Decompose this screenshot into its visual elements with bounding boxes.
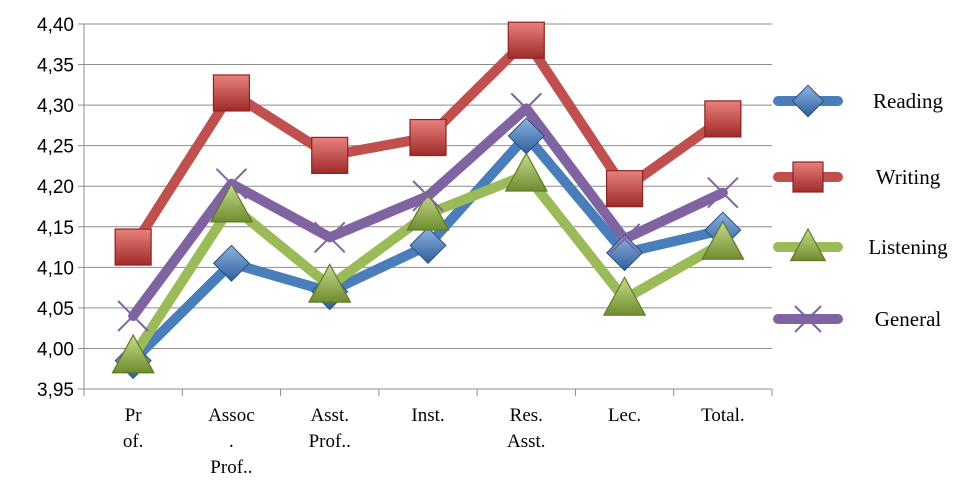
x-tick-label: Total. bbox=[701, 405, 745, 426]
x-tick-label-line: Inst. bbox=[411, 405, 444, 426]
y-tick-label: 4,00 bbox=[37, 339, 74, 360]
y-tick-label: 4,10 bbox=[37, 258, 74, 279]
x-marker-stroke bbox=[215, 168, 248, 200]
x-marker-stroke bbox=[707, 177, 739, 209]
x-marker-stroke bbox=[412, 180, 444, 212]
legend-item-general: General bbox=[773, 305, 942, 333]
x-tick-label: Lec. bbox=[608, 405, 641, 426]
data-point-general bbox=[510, 92, 542, 125]
x-marker-stroke bbox=[794, 305, 822, 333]
legend-item-writing: Writing bbox=[773, 161, 941, 193]
data-point-general bbox=[608, 223, 641, 255]
data-point-general bbox=[707, 177, 739, 209]
x-tick-label-line: Asst. bbox=[310, 405, 349, 426]
x-tick-label-line: . bbox=[229, 431, 234, 452]
data-point-listening bbox=[602, 276, 647, 316]
data-point-writing bbox=[409, 118, 447, 157]
data-point-reading bbox=[212, 244, 250, 282]
legend-label: Listening bbox=[868, 235, 948, 259]
x-marker-stroke bbox=[314, 221, 346, 254]
x-tick-label-line: Lec. bbox=[608, 405, 641, 426]
y-tick-label: 4,35 bbox=[37, 56, 74, 77]
data-point-reading bbox=[606, 234, 644, 272]
legend-label: Writing bbox=[876, 165, 941, 189]
legend-swatch-marker bbox=[792, 161, 824, 193]
data-point-listening bbox=[308, 263, 352, 303]
data-point-writing bbox=[212, 74, 251, 112]
x-tick-label-line: Prof.. bbox=[309, 431, 351, 452]
x-tick-label: Inst. bbox=[411, 405, 444, 426]
x-marker-stroke bbox=[608, 223, 641, 255]
x-marker-stroke bbox=[510, 92, 542, 125]
x-tick-labels: Pr of. Assoc. Prof.. Asst. Prof.. Inst. Res. Ass… bbox=[123, 405, 745, 478]
x-tick-label-line: Pr bbox=[125, 405, 143, 426]
y-tick-labels: 4,40 4,35 4,30 4,25 4,20 4,15 4,10 4,05 4,00 3,95 bbox=[37, 15, 74, 401]
data-point-general bbox=[215, 168, 248, 200]
data-point-listening bbox=[701, 220, 745, 260]
x-marker-stroke bbox=[117, 300, 149, 332]
x-tick-label: Asst. Prof.. bbox=[309, 405, 351, 452]
data-point-listening bbox=[406, 190, 450, 231]
y-tick-label: 4,25 bbox=[37, 137, 74, 158]
x-tick-label: Pr of. bbox=[123, 405, 144, 452]
x-tick-label-line: Res. bbox=[510, 405, 543, 426]
data-point-writing bbox=[114, 228, 152, 266]
legend-swatch-marker bbox=[789, 227, 827, 262]
legend-label: General bbox=[875, 307, 942, 331]
legend-item-listening: Listening bbox=[773, 227, 948, 262]
data-point-general bbox=[314, 221, 346, 254]
data-point-reading bbox=[409, 226, 447, 264]
y-tick-label: 3,95 bbox=[37, 380, 74, 401]
x-tick-label-line: Total. bbox=[701, 405, 745, 426]
x-tick-label-line: of. bbox=[123, 431, 144, 452]
legend-label: Reading bbox=[873, 89, 943, 113]
data-point-listening bbox=[209, 182, 254, 223]
x-tick-label-line: Asst. bbox=[507, 431, 546, 452]
axes bbox=[78, 23, 773, 396]
legend-swatch-marker bbox=[794, 305, 822, 333]
y-tick-label: 4,05 bbox=[37, 299, 74, 320]
data-point-general bbox=[117, 300, 149, 332]
data-point-writing bbox=[311, 136, 349, 174]
data-point-listening bbox=[504, 152, 548, 192]
data-point-writing bbox=[605, 170, 644, 208]
y-tick-label: 4,30 bbox=[37, 96, 74, 117]
data-point-writing bbox=[507, 21, 545, 59]
data-point-writing bbox=[704, 100, 742, 138]
data-point-listening bbox=[111, 333, 155, 374]
legend-swatch-marker bbox=[791, 84, 825, 118]
data-point-general bbox=[412, 180, 444, 212]
y-tick-label: 4,20 bbox=[37, 177, 74, 198]
x-tick-label: Assoc. Prof.. bbox=[208, 405, 254, 478]
series-markers bbox=[111, 21, 745, 380]
y-tick-label: 4,15 bbox=[37, 218, 74, 239]
x-tick-label-line: Prof.. bbox=[210, 457, 252, 478]
x-tick-label-line: Assoc bbox=[208, 405, 254, 426]
x-tick-label: Res. Asst. bbox=[507, 405, 546, 452]
y-tick-label: 4,40 bbox=[37, 15, 74, 36]
legend-item-reading: Reading bbox=[773, 84, 943, 118]
legend: Reading Writing Listening General bbox=[773, 84, 948, 333]
